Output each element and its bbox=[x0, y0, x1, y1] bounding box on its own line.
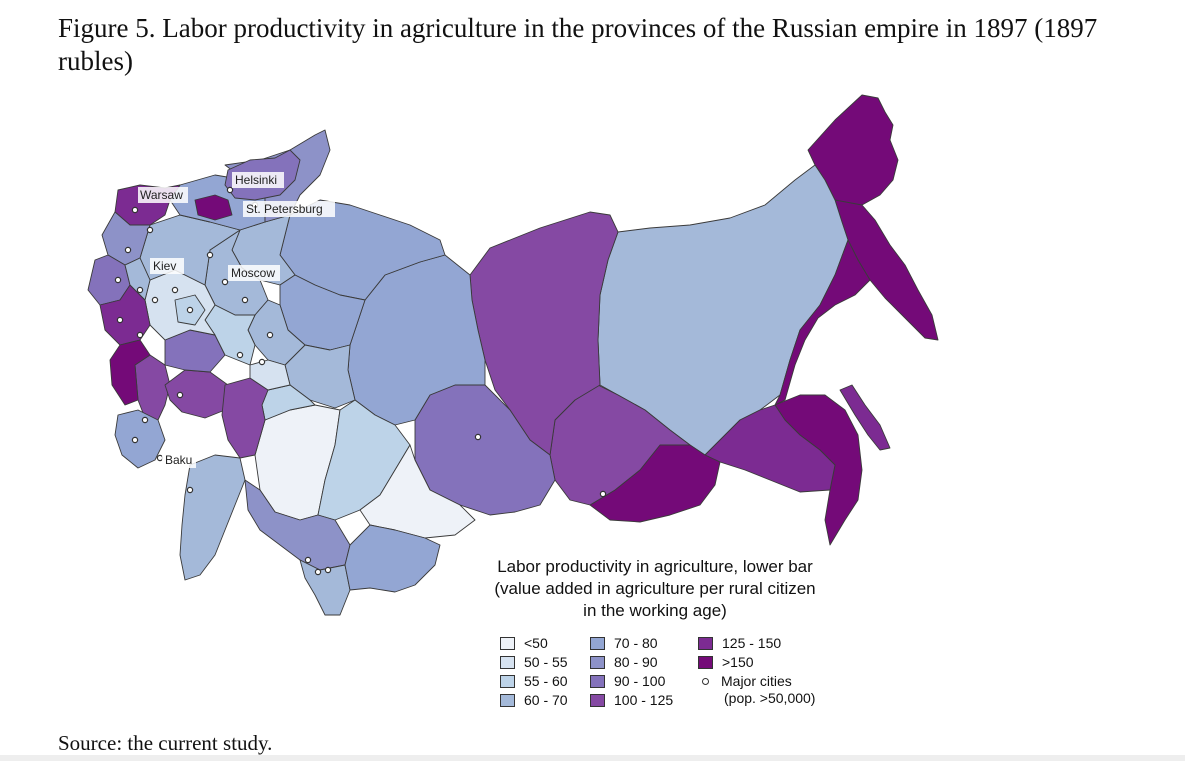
region-caucasus-b bbox=[114, 409, 166, 469]
region-caucasus-a bbox=[134, 354, 171, 421]
legend-item: 100 - 125 bbox=[590, 691, 673, 709]
legend-item: 55 - 60 bbox=[500, 672, 568, 690]
region-irkutsk bbox=[549, 384, 691, 506]
region-semipalatinsk bbox=[359, 444, 476, 539]
region-don bbox=[164, 369, 229, 419]
legend-swatch bbox=[590, 693, 605, 707]
legend-item: 70 - 80 bbox=[590, 634, 658, 652]
legend-item: 80 - 90 bbox=[590, 653, 658, 671]
legend-item: 50 - 55 bbox=[500, 653, 568, 671]
region-kiev bbox=[124, 257, 151, 301]
region-ukraine-west bbox=[99, 284, 151, 346]
map-legend: Labor productivity in agriculture, lower… bbox=[460, 556, 850, 709]
figure-source: Source: the current study. bbox=[58, 731, 273, 755]
figure-title: Figure 5. Labor productivity in agricult… bbox=[58, 13, 1098, 76]
legend-item: 125 - 150 bbox=[698, 634, 781, 652]
legend-item-major-cities: Major cities bbox=[698, 672, 792, 690]
legend-item: 90 - 100 bbox=[590, 672, 665, 690]
legend-swatch bbox=[698, 636, 713, 650]
legend-swatch bbox=[698, 655, 713, 669]
region-yenisei bbox=[469, 211, 619, 456]
legend-item-major-cities-note: (pop. >50,000) bbox=[724, 690, 816, 706]
legend-item: 60 - 70 bbox=[500, 691, 568, 709]
city-dot-icon bbox=[702, 677, 709, 685]
bottom-bar bbox=[0, 755, 1185, 761]
city-label-warsaw: Warsaw bbox=[140, 188, 183, 202]
region-amur bbox=[704, 404, 836, 493]
city-label-moscow: Moscow bbox=[231, 266, 275, 280]
city-label-baku: Baku bbox=[165, 453, 192, 467]
region-semirechye bbox=[344, 524, 441, 593]
region-ukraine-south bbox=[109, 339, 151, 406]
legend-item: >150 bbox=[698, 653, 754, 671]
legend-title: Labor productivity in agriculture, lower… bbox=[494, 557, 816, 620]
region-transcaspia bbox=[179, 454, 246, 581]
legend-swatch bbox=[590, 674, 605, 688]
city-label-helsinki: Helsinki bbox=[235, 173, 277, 187]
legend-swatch bbox=[500, 674, 515, 688]
legend-swatch bbox=[500, 636, 515, 650]
region-sakhalin bbox=[839, 384, 891, 451]
legend-swatch bbox=[500, 655, 515, 669]
region-amur-coast bbox=[774, 239, 871, 406]
legend-swatch bbox=[590, 655, 605, 669]
region-finland-south bbox=[194, 194, 233, 221]
legend-swatch bbox=[500, 693, 515, 707]
legend-grid: <50 50 - 55 55 - 60 60 - 70 70 - 80 80 -… bbox=[460, 634, 850, 709]
legend-item: <50 bbox=[500, 634, 548, 652]
city-label-kiev: Kiev bbox=[153, 259, 176, 273]
legend-swatch bbox=[590, 636, 605, 650]
city-label-st-petersburg: St. Petersburg bbox=[246, 202, 323, 216]
